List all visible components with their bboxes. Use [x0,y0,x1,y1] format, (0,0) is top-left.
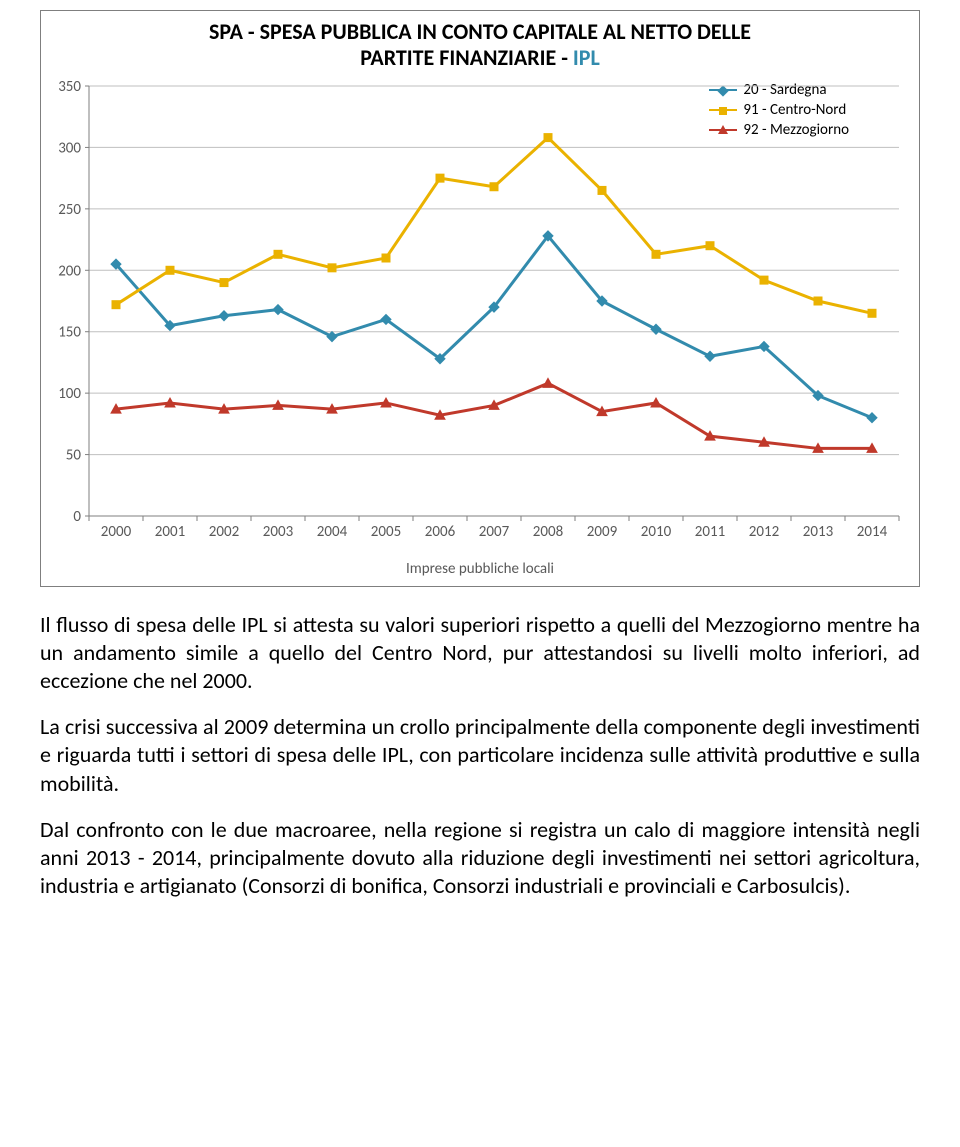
paragraph-2: La crisi successiva al 2009 determina un… [40,713,920,797]
svg-text:2012: 2012 [749,523,779,541]
chart-svg: 0 50 100 150 200 250 300 350 2000 2001 2002 2003 200… [41,76,919,556]
svg-text:2010: 2010 [641,523,672,541]
paragraph-1: Il flusso di spesa delle IPL si attesta … [40,611,920,695]
svg-text:2006: 2006 [425,523,456,541]
paragraph-3: Dal confronto con le due macroaree, nell… [40,816,920,900]
svg-text:200: 200 [58,262,81,280]
svg-text:2009: 2009 [587,523,618,541]
svg-text:2004: 2004 [317,523,348,541]
svg-text:2005: 2005 [371,523,401,541]
svg-text:2014: 2014 [857,523,888,541]
svg-text:350: 350 [58,78,81,96]
svg-text:250: 250 [58,201,81,219]
body-text: Il flusso di spesa delle IPL si attesta … [40,611,920,900]
page: SPA - SPESA PUBBLICA IN CONTO CAPITALE A… [0,0,960,958]
chart-container: SPA - SPESA PUBBLICA IN CONTO CAPITALE A… [40,10,920,587]
chart-title-line2a: PARTITE FINANZIARIE - [360,44,573,71]
chart-footnote: Imprese pubbliche locali [41,556,919,586]
svg-text:2011: 2011 [695,523,725,541]
svg-text:0: 0 [73,508,81,526]
svg-text:2007: 2007 [479,523,510,541]
chart-title-ipl: IPL [573,44,600,71]
svg-text:300: 300 [58,139,81,157]
chart-plot-area: 0 50 100 150 200 250 300 350 2000 2001 2002 2003 200… [41,76,919,556]
svg-text:100: 100 [58,385,81,403]
chart-title: SPA - SPESA PUBBLICA IN CONTO CAPITALE A… [41,11,919,76]
svg-text:50: 50 [66,446,82,464]
svg-text:2002: 2002 [209,523,239,541]
svg-text:2013: 2013 [803,523,834,541]
svg-text:150: 150 [58,323,81,341]
svg-text:2008: 2008 [533,523,563,541]
chart-title-line1: SPA - SPESA PUBBLICA IN CONTO CAPITALE A… [209,18,751,45]
svg-text:2001: 2001 [155,523,185,541]
svg-text:2000: 2000 [101,523,132,541]
svg-text:2003: 2003 [263,523,294,541]
